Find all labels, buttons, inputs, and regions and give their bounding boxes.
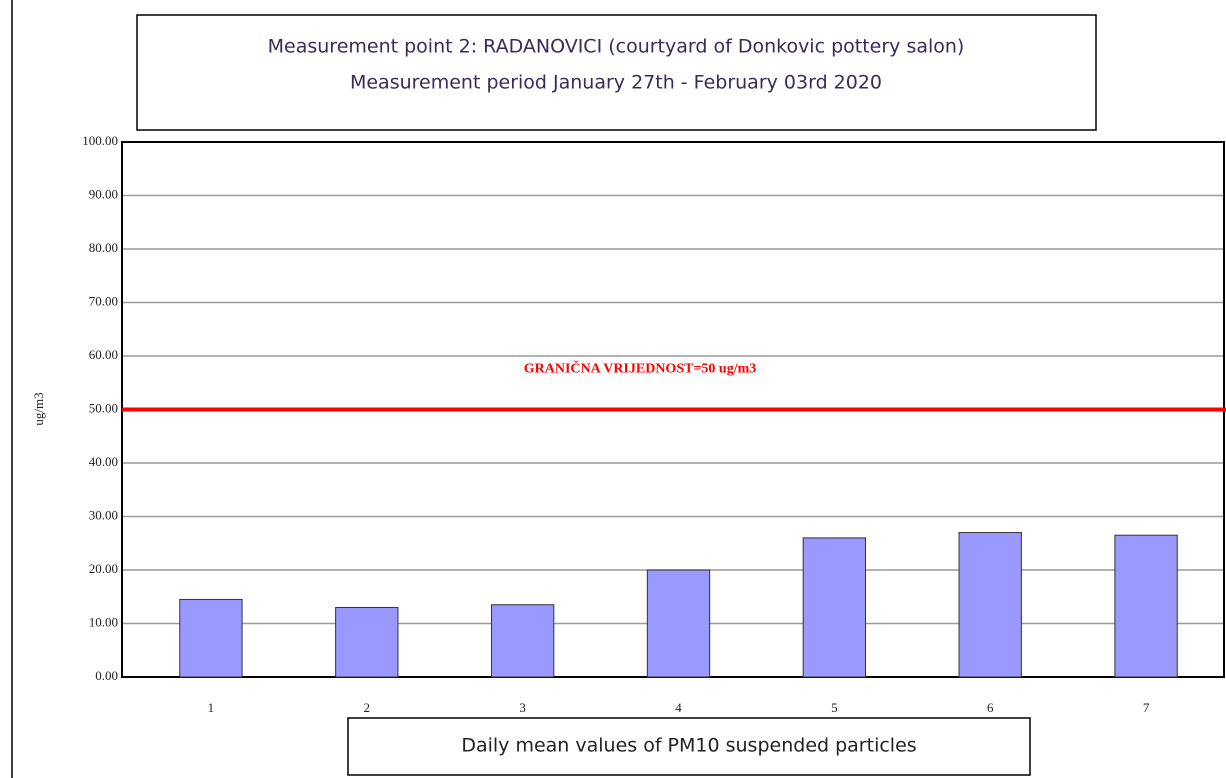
chart-subtitle: Measurement period January 27th - Februa… <box>350 72 882 94</box>
bar <box>802 537 867 678</box>
x-tick-label: 4 <box>675 700 682 715</box>
bar <box>958 532 1022 678</box>
y-tick-label: 40.00 <box>89 454 118 469</box>
chart-title: Measurement point 2: RADANOVICI (courtya… <box>268 36 965 58</box>
bar <box>1114 534 1178 678</box>
bar <box>490 604 555 678</box>
x-tick-label: 1 <box>208 700 215 715</box>
bar <box>179 598 243 678</box>
x-tick-label: 5 <box>831 700 838 715</box>
y-tick-label: 90.00 <box>89 186 118 201</box>
x-tick-label: 2 <box>364 700 371 715</box>
y-tick-label: 0.00 <box>95 668 118 683</box>
x-axis-label: Daily mean values of PM10 suspended part… <box>461 735 916 757</box>
x-tick-label: 6 <box>987 700 994 715</box>
y-tick-label: 20.00 <box>89 561 118 576</box>
bar <box>646 569 711 678</box>
y-tick-label: 70.00 <box>89 293 118 308</box>
x-tick-label: 7 <box>1143 700 1150 715</box>
x-tick-label: 3 <box>519 700 526 715</box>
y-tick-label: 50.00 <box>89 400 118 415</box>
y-tick-label: 100.00 <box>82 133 118 148</box>
bar <box>335 606 399 678</box>
title-box <box>136 14 1097 131</box>
y-tick-label: 30.00 <box>89 507 118 522</box>
y-tick-label: 10.00 <box>89 614 118 629</box>
limit-label: GRANIČNA VRIJEDNOST=50 ug/m3 <box>524 360 757 377</box>
x-label-box <box>347 717 1031 776</box>
y-axis-label: ug/m3 <box>31 392 46 425</box>
y-tick-label: 60.00 <box>89 347 118 362</box>
y-tick-label: 80.00 <box>89 240 118 255</box>
